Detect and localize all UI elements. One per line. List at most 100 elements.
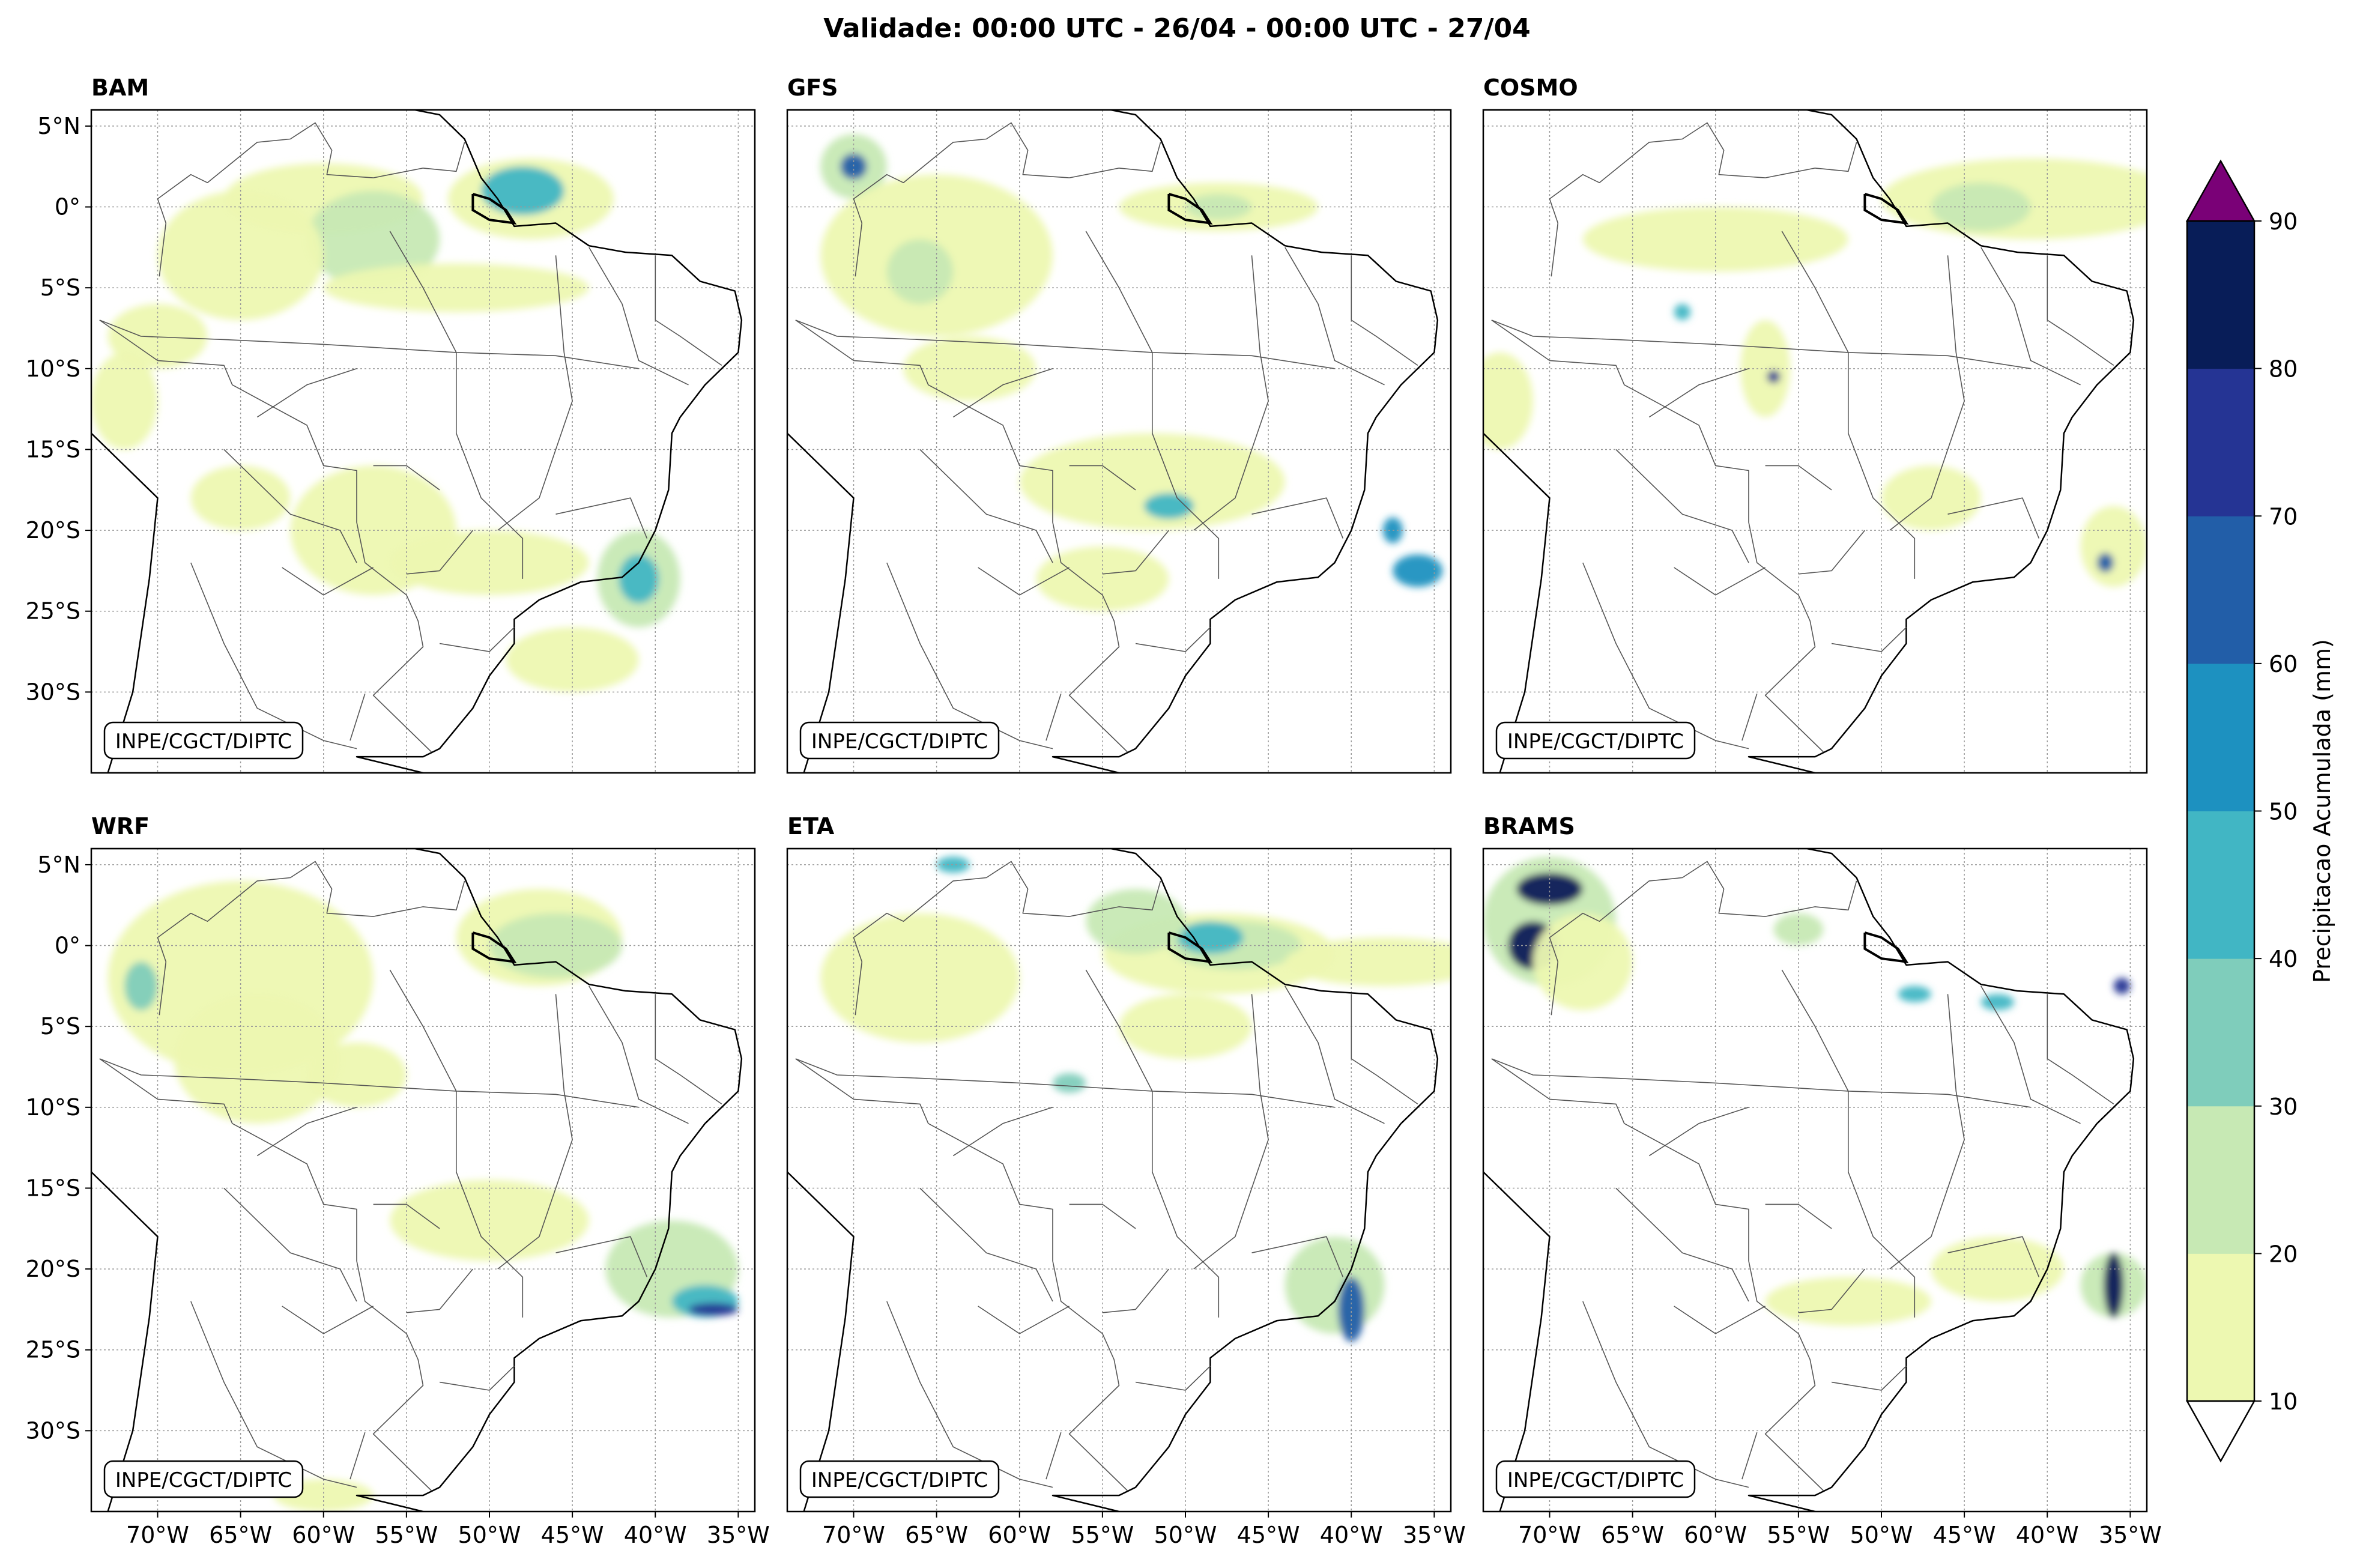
panel-brams: BRAMS 70°W 65°W 60°W 55°W 50°W 45°W 40°W 35°W INP… <box>1482 813 2162 1548</box>
state-border <box>406 1268 474 1313</box>
state-border <box>389 231 524 579</box>
state-border <box>439 1366 515 1391</box>
panel-frame <box>1482 109 2148 774</box>
precip-area <box>1019 433 1285 531</box>
state-border <box>1193 255 1269 531</box>
coastline <box>91 849 743 1512</box>
precip-area <box>1177 921 1244 954</box>
lon-tick-label: 55°W <box>375 1522 438 1548</box>
lat-tick-label: 30°S <box>26 1417 80 1444</box>
state-border <box>555 1236 648 1277</box>
lat-tick-label: 25°S <box>26 1337 80 1363</box>
precip-area <box>820 913 1020 1043</box>
state-border <box>1765 465 1832 491</box>
state-border <box>1831 627 1907 652</box>
state-border <box>1085 231 1220 579</box>
lat-tick-label: 5°S <box>40 274 80 301</box>
state-border <box>1351 255 1418 366</box>
state-border <box>1674 567 1766 596</box>
state-border <box>157 122 465 277</box>
state-border <box>1765 1203 1832 1229</box>
precip-area <box>307 1043 407 1107</box>
state-border <box>555 497 648 539</box>
gridlines <box>1483 849 2147 1512</box>
state-border <box>853 861 1161 1016</box>
lat-tick-label: 0° <box>55 933 80 959</box>
panel-title: BAM <box>91 74 149 101</box>
credit-box <box>103 1460 304 1498</box>
state-border <box>1102 530 1170 575</box>
precip-area <box>489 913 622 978</box>
colorbar-tick-label: 90 <box>2269 208 2298 235</box>
state-border <box>978 1306 1070 1334</box>
state-border <box>2047 994 2114 1105</box>
state-border <box>99 1058 432 1491</box>
coastline-and-borders <box>91 110 743 773</box>
lon-tick-label: 60°W <box>1684 1522 1747 1548</box>
colorbar-segment <box>2187 221 2254 369</box>
precip-area <box>1533 913 1633 1011</box>
credit-label: INPE/CGCT/DIPTC <box>811 1468 988 1492</box>
state-border <box>99 319 432 752</box>
lon-tick-label: 35°W <box>707 1522 770 1548</box>
credit-label: INPE/CGCT/DIPTC <box>1507 730 1684 754</box>
colorbar-tick-label: 50 <box>2269 799 2298 825</box>
precip-area <box>936 856 970 873</box>
precip-area <box>1483 352 1533 450</box>
gridlines <box>787 849 1451 1512</box>
precip-area <box>91 352 158 450</box>
coastline-and-borders <box>91 849 743 1512</box>
state-border <box>1193 994 1269 1270</box>
precip-area <box>688 1303 739 1316</box>
credit-box <box>799 721 1000 760</box>
lon-tick-label: 50°W <box>1154 1522 1217 1548</box>
credit-label: INPE/CGCT/DIPTC <box>1507 1468 1684 1492</box>
state-border <box>1798 1268 1866 1313</box>
precip-area <box>2113 978 2131 994</box>
state-border <box>1491 319 1824 752</box>
precip-area <box>1516 873 1583 906</box>
lat-tick-label: 15°S <box>26 1175 80 1201</box>
coastline <box>787 110 1439 773</box>
state-border <box>1615 449 1749 563</box>
state-border <box>655 994 722 1105</box>
state-border <box>886 562 1053 749</box>
colorbar-segment <box>2187 1253 2254 1402</box>
panel-frame <box>90 847 756 1513</box>
precip-area <box>1053 1073 1086 1093</box>
state-border <box>223 449 357 563</box>
state-border <box>795 319 1335 369</box>
state-border <box>349 693 366 741</box>
colorbar-over-arrow <box>2185 159 2256 222</box>
state-border <box>2047 255 2114 366</box>
precip-area <box>1881 158 2147 240</box>
state-border <box>952 368 1053 418</box>
precip-area <box>323 263 589 312</box>
state-border <box>1781 969 1916 1318</box>
precip-area <box>107 304 208 369</box>
state-border <box>373 465 440 491</box>
state-border <box>1102 1268 1170 1313</box>
state-border <box>588 985 689 1124</box>
state-border <box>1251 497 1344 539</box>
state-border <box>1045 693 1062 741</box>
panel-wrf: WRF 5°N 0° 5°S 10°S 15°S 20°S 25°S 30°S 70°W 65°W 6… <box>26 813 770 1548</box>
precip-area <box>1086 889 1185 954</box>
state-border <box>1889 994 1965 1270</box>
panel-cosmo: COSMO INPE/CGCT/DIPTC <box>1482 74 2148 774</box>
coastline-and-borders <box>787 849 1439 1512</box>
state-border <box>1798 530 1866 575</box>
lat-tick-label: 30°S <box>26 679 80 705</box>
state-border <box>1549 122 1857 277</box>
lat-tick-label: 5°S <box>40 1013 80 1040</box>
state-border <box>1615 1187 1749 1302</box>
lon-tick-label: 65°W <box>1601 1522 1664 1548</box>
state-border <box>1648 1107 1749 1157</box>
lon-tick-label: 50°W <box>458 1522 521 1548</box>
precipitation-field <box>1483 856 2147 1326</box>
state-border <box>1135 627 1211 652</box>
state-border <box>1251 1236 1344 1277</box>
estuary-coast <box>471 931 517 964</box>
credit-box <box>799 1460 1000 1498</box>
